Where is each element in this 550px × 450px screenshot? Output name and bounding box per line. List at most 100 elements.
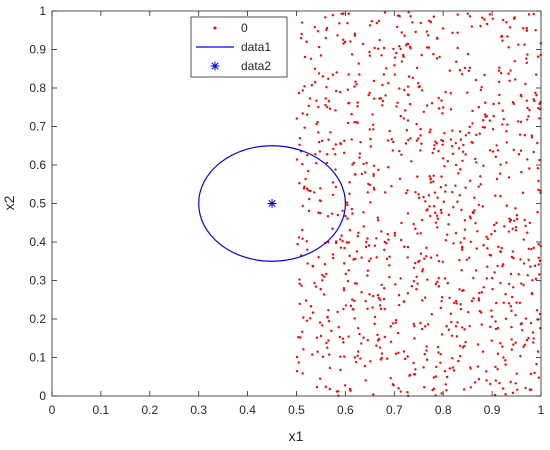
scatter-point <box>460 248 464 251</box>
scatter-point <box>524 317 528 320</box>
scatter-point <box>343 246 346 250</box>
scatter-point <box>425 255 428 258</box>
scatter-point <box>512 343 515 346</box>
scatter-point <box>532 12 536 16</box>
scatter-point <box>411 21 414 24</box>
scatter-point <box>419 21 423 25</box>
scatter-point <box>380 283 383 287</box>
scatter-point <box>297 91 301 95</box>
scatter-point <box>519 354 522 358</box>
scatter-point <box>485 277 489 280</box>
scatter-point <box>373 46 376 50</box>
scatter-point <box>393 234 396 237</box>
scatter-point <box>384 191 387 194</box>
scatter-point <box>505 141 509 144</box>
scatter-point <box>368 24 372 27</box>
scatter-point <box>498 172 502 175</box>
scatter-point <box>346 280 350 283</box>
scatter-point <box>434 140 437 143</box>
y-tick-label: 0.3 <box>29 274 46 288</box>
scatter-point <box>305 113 309 116</box>
scatter-point <box>373 315 377 319</box>
scatter-point <box>452 205 455 209</box>
scatter-point <box>522 26 525 30</box>
scatter-point <box>435 57 439 60</box>
scatter-point <box>404 44 408 47</box>
scatter-point <box>514 341 517 344</box>
scatter-point <box>405 129 409 132</box>
scatter-point <box>317 256 320 259</box>
scatter-point <box>434 221 438 224</box>
scatter-point <box>346 217 349 220</box>
scatter-point <box>356 234 360 238</box>
scatter-point <box>538 158 541 162</box>
scatter-point <box>390 137 393 141</box>
scatter-point <box>366 191 369 194</box>
y-tick-label: 0.5 <box>29 197 46 211</box>
scatter-point <box>314 152 317 156</box>
x-tick-label: 0.6 <box>337 403 354 417</box>
scatter-point <box>466 52 470 56</box>
scatter-point <box>413 324 416 328</box>
scatter-point <box>330 329 333 333</box>
scatter-point <box>331 193 335 196</box>
y-tick-label: 0.6 <box>29 158 46 172</box>
scatter-point <box>342 12 345 15</box>
scatter-point <box>346 21 349 25</box>
scatter-point <box>488 119 491 122</box>
scatter-point <box>478 291 481 295</box>
scatter-point <box>456 13 459 16</box>
scatter-point <box>469 386 472 389</box>
x-tick-label: 0.9 <box>484 403 501 417</box>
scatter-point <box>349 389 352 393</box>
scatter-point <box>454 231 458 235</box>
scatter-point <box>318 150 322 153</box>
scatter-point <box>501 123 504 126</box>
scatter-point <box>497 245 500 249</box>
scatter-point <box>417 260 420 264</box>
scatter-point <box>526 158 529 161</box>
scatter-point <box>402 55 405 59</box>
scatter-point <box>372 128 375 131</box>
scatter-point <box>371 123 375 126</box>
scatter-point <box>477 105 481 109</box>
legend-item-0: 0 <box>213 21 248 35</box>
scatter-point <box>476 365 480 368</box>
scatter-point <box>511 227 514 231</box>
scatter-point <box>432 205 436 208</box>
scatter-point <box>388 255 391 258</box>
scatter-point <box>307 104 311 108</box>
scatter-point <box>389 325 392 328</box>
scatter-point <box>412 373 416 376</box>
scatter-point <box>525 61 528 65</box>
scatter-point <box>521 328 524 332</box>
scatter-point <box>332 256 335 260</box>
scatter-point <box>508 220 512 223</box>
scatter-point <box>507 302 511 305</box>
scatter-point <box>494 155 498 159</box>
scatter-point <box>499 194 502 198</box>
scatter-point <box>351 212 354 215</box>
scatter-point <box>509 69 512 72</box>
scatter-point <box>406 390 409 394</box>
scatter-point <box>392 140 395 144</box>
scatter-point <box>376 339 380 342</box>
scatter-point <box>351 163 354 166</box>
scatter-point <box>515 301 518 304</box>
scatter-point <box>377 168 380 171</box>
scatter-point <box>496 149 500 152</box>
scatter-point <box>532 341 535 344</box>
scatter-point <box>362 162 365 165</box>
scatter-point <box>395 51 398 55</box>
scatter-point <box>505 161 508 164</box>
scatter-point <box>446 160 449 163</box>
scatter-point <box>348 228 352 232</box>
scatter-point <box>324 16 327 19</box>
scatter-point <box>335 71 338 74</box>
scatter-point <box>486 237 489 241</box>
scatter-point <box>354 80 357 83</box>
scatter-point <box>372 172 375 176</box>
scatter-point <box>476 230 479 233</box>
scatter-point <box>326 315 329 319</box>
scatter-point <box>415 66 419 70</box>
